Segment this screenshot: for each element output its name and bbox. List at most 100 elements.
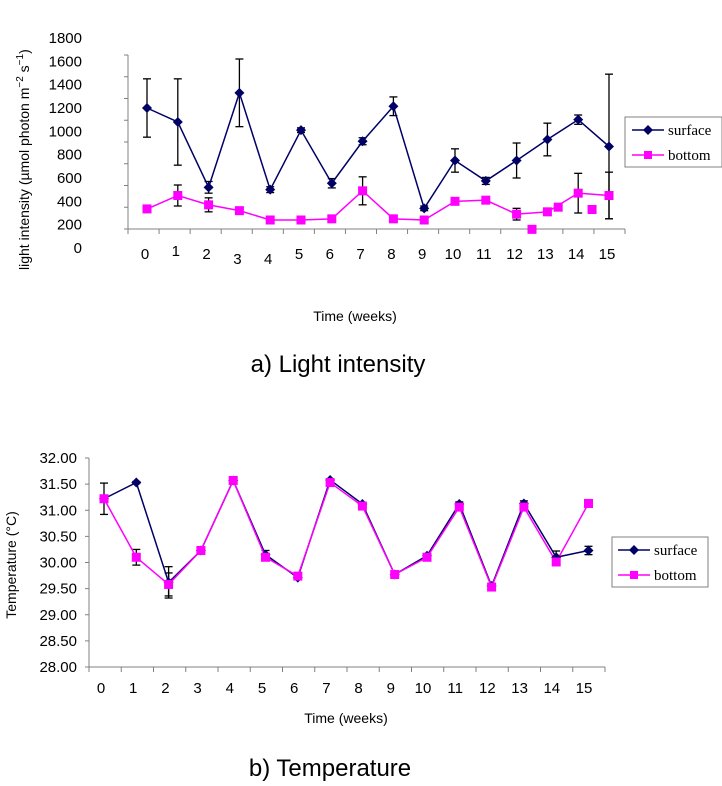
bottom-point: [196, 545, 206, 555]
x-tick-label: 7: [356, 246, 364, 263]
bottom-point: [173, 191, 183, 200]
y-tick-label: 1000: [49, 123, 82, 140]
bottom-point: [487, 582, 497, 592]
temp-x-tick-labels: 0 1 2 3 4 5 6 7 8 9 10 11 12 13 14 15: [97, 680, 593, 697]
light-markers: [142, 87, 614, 234]
y-tick-label: 0: [74, 240, 82, 257]
y-tick-label: 600: [57, 170, 82, 187]
surface-point: [583, 545, 594, 556]
surface-point: [480, 175, 491, 186]
temp-legend-bottom-marker: [630, 571, 638, 579]
temperature-chart: 28.00 28.50 29.00 29.50 30.00 30.50 31.00 31.50…: [3, 450, 709, 782]
temp-axes: [85, 457, 606, 672]
light-x-tick-labels: 0 1 2 3 4 5 6 7 8 9 10 11 12 13 14 15: [141, 243, 616, 268]
bottom-point: [293, 571, 303, 581]
surface-point: [234, 87, 245, 98]
x-tick-label: 14: [543, 680, 560, 697]
y-tick-label: 28.50: [39, 633, 77, 650]
light-series-lines: [146, 90, 610, 221]
bottom-point: [454, 502, 464, 512]
bottom-point: [390, 570, 400, 580]
light-ylabel-sup2: −1: [15, 53, 26, 65]
y-tick-label: 800: [57, 147, 82, 164]
bottom-stray-point: [553, 202, 563, 212]
bottom-point: [419, 215, 429, 225]
surface-point: [419, 203, 430, 214]
bottom-point: [265, 215, 275, 225]
bottom-point: [481, 195, 491, 205]
x-tick-label: 8: [387, 246, 395, 263]
bottom-line: [103, 478, 590, 590]
y-tick-label: 31.50: [39, 476, 77, 493]
bottom-stray-point: [587, 205, 597, 214]
bottom-point: [234, 206, 244, 216]
light-ylabel-end: ): [16, 49, 32, 54]
light-ylabel-sup1: −2: [15, 76, 26, 88]
surface-point: [357, 136, 368, 147]
temp-legend: surface bottom: [611, 536, 709, 588]
x-tick-label: 4: [226, 680, 234, 697]
bottom-point: [551, 557, 561, 567]
bottom-point: [142, 204, 152, 214]
light-legend-surface-label: surface: [668, 123, 712, 139]
x-tick-label: 7: [322, 680, 330, 697]
y-tick-label: 32.00: [39, 450, 77, 467]
surface-point: [203, 182, 214, 193]
x-tick-label: 0: [97, 680, 105, 697]
surface-point: [542, 134, 553, 145]
bottom-point: [584, 498, 593, 508]
bottom-point: [204, 200, 214, 210]
y-tick-label: 400: [57, 193, 82, 210]
y-tick-label: 28.00: [39, 659, 77, 676]
x-tick-label: 10: [445, 246, 462, 263]
temp-series-lines: [103, 478, 590, 590]
light-ylabel-mid: s: [16, 65, 32, 76]
x-tick-label: 0: [141, 246, 149, 263]
light-caption: a) Light intensity: [251, 351, 426, 378]
light-axes: [124, 54, 626, 234]
y-tick-label: 200: [57, 217, 82, 234]
surface-point: [142, 103, 152, 113]
light-legend-surface-marker: [643, 125, 653, 135]
light-y-tick-labels: 0 200 400 600 800 1000 1200 1400 1600 1800: [49, 30, 82, 257]
surface-point: [511, 155, 522, 166]
temp-error-bars: [100, 478, 593, 599]
bottom-point: [512, 209, 522, 219]
surface-point: [450, 155, 460, 166]
x-tick-label: 12: [506, 246, 523, 263]
x-tick-label: 9: [387, 680, 395, 697]
x-tick-label: 4: [264, 251, 272, 268]
bottom-point: [164, 579, 174, 589]
y-tick-label: 1600: [49, 53, 82, 70]
bottom-point: [519, 502, 529, 512]
bottom-stray-point: [527, 224, 537, 234]
x-tick-label: 3: [233, 251, 241, 268]
x-tick-label: 6: [326, 246, 334, 263]
bottom-point: [228, 475, 238, 485]
x-tick-label: 15: [599, 246, 616, 263]
surface-point: [131, 477, 142, 488]
surface-point: [326, 178, 337, 189]
bottom-point: [261, 552, 270, 562]
surface-point: [296, 125, 306, 136]
x-tick-label: 13: [537, 246, 554, 263]
light-error-bars: [143, 58, 613, 223]
temp-legend-box: [611, 536, 709, 588]
x-tick-label: 2: [202, 246, 210, 263]
surface-point: [388, 101, 399, 112]
y-tick-label: 31.00: [39, 502, 77, 519]
temp-caption: b) Temperature: [249, 755, 411, 782]
light-x-axis-title: Time (weeks): [313, 308, 397, 324]
surface-point: [604, 141, 614, 152]
temp-y-tick-labels: 28.00 28.50 29.00 29.50 30.00 30.50 31.00 31.50…: [39, 450, 77, 676]
y-tick-label: 29.50: [39, 581, 77, 598]
surface-line: [146, 90, 610, 211]
x-tick-label: 6: [290, 680, 298, 697]
temp-legend-surface-marker: [629, 545, 639, 555]
bottom-point: [131, 552, 141, 562]
y-tick-label: 1400: [49, 77, 82, 94]
bottom-point: [99, 494, 109, 504]
x-tick-label: 3: [193, 680, 201, 697]
